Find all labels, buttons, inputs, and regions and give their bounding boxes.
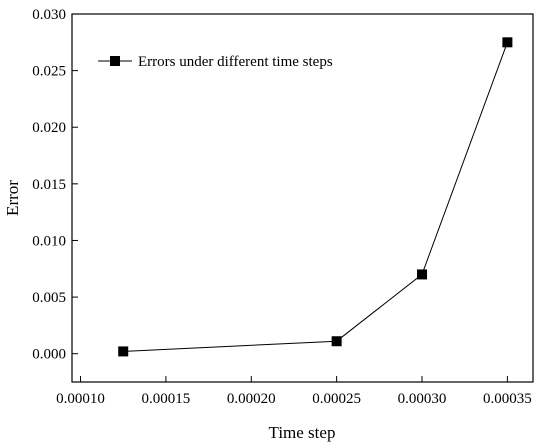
series-markers <box>118 37 513 357</box>
x-tick-label: 0.00025 <box>312 391 361 407</box>
plot-frame <box>71 13 534 383</box>
data-point <box>331 336 342 347</box>
y-tick-label: 0.010 <box>32 233 66 249</box>
legend-marker <box>110 56 120 66</box>
legend: Errors under different time steps <box>98 54 333 70</box>
y-tick-label: 0.020 <box>32 120 66 136</box>
data-point <box>417 269 428 280</box>
x-axis-ticks: 0.00010 0.00015 0.00020 0.00025 0.00030 0.000… <box>56 376 532 407</box>
data-point <box>118 346 129 357</box>
data-point <box>502 37 513 48</box>
x-axis-title: Time step <box>269 423 336 442</box>
y-axis-title: Error <box>3 180 22 216</box>
y-tick-label: 0.025 <box>32 64 66 80</box>
series-line <box>123 42 508 352</box>
x-tick-label: 0.00020 <box>227 391 276 407</box>
x-tick-label: 0.00010 <box>56 391 105 407</box>
y-tick-label: 0.030 <box>32 7 66 23</box>
y-tick-label: 0.000 <box>32 347 66 363</box>
x-tick-label: 0.00035 <box>483 391 532 407</box>
y-tick-label: 0.005 <box>32 290 66 306</box>
x-tick-label: 0.00030 <box>398 391 447 407</box>
y-axis-ticks: 0.000 0.005 0.010 0.015 0.020 0.025 0.030 <box>32 7 78 363</box>
legend-label: Errors under different time steps <box>138 54 333 70</box>
y-tick-label: 0.015 <box>32 177 66 193</box>
x-tick-label: 0.00015 <box>142 391 191 407</box>
